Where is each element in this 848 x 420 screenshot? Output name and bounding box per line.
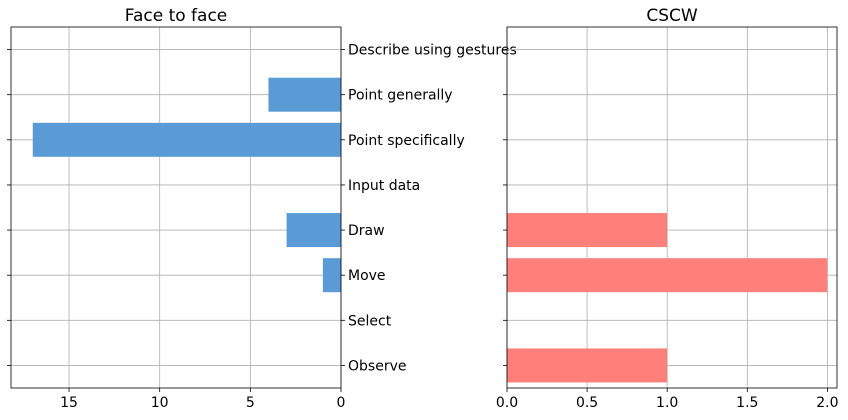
category-label: Input data <box>348 178 420 194</box>
category-label: Point specifically <box>348 133 465 149</box>
bar <box>32 122 342 157</box>
axes-frame <box>10 26 342 389</box>
category-label: Move <box>348 268 386 284</box>
category-label: Point generally <box>348 88 453 104</box>
bar <box>507 213 668 248</box>
axes-frame <box>506 26 838 389</box>
chart-title: Face to face <box>125 6 228 26</box>
bar <box>268 77 341 112</box>
bar <box>322 258 341 293</box>
bar <box>286 213 341 248</box>
x-tick-label: 1.5 <box>736 395 758 411</box>
bar <box>507 348 668 383</box>
bar <box>507 258 828 293</box>
category-label: Observe <box>348 358 406 374</box>
x-tick-label: 15 <box>60 395 78 411</box>
category-label: Describe using gestures <box>348 43 517 59</box>
x-tick-label: 2.0 <box>816 395 838 411</box>
category-label: Draw <box>348 223 385 239</box>
x-tick-label: 1.0 <box>656 395 678 411</box>
x-tick-label: 5 <box>246 395 255 411</box>
x-tick-label: 0.0 <box>496 395 518 411</box>
chart-title: CSCW <box>646 6 698 26</box>
x-tick-label: 0.5 <box>576 395 598 411</box>
category-label: Select <box>348 313 392 329</box>
x-tick-label: 10 <box>151 395 169 411</box>
x-tick-label: 0 <box>337 395 346 411</box>
